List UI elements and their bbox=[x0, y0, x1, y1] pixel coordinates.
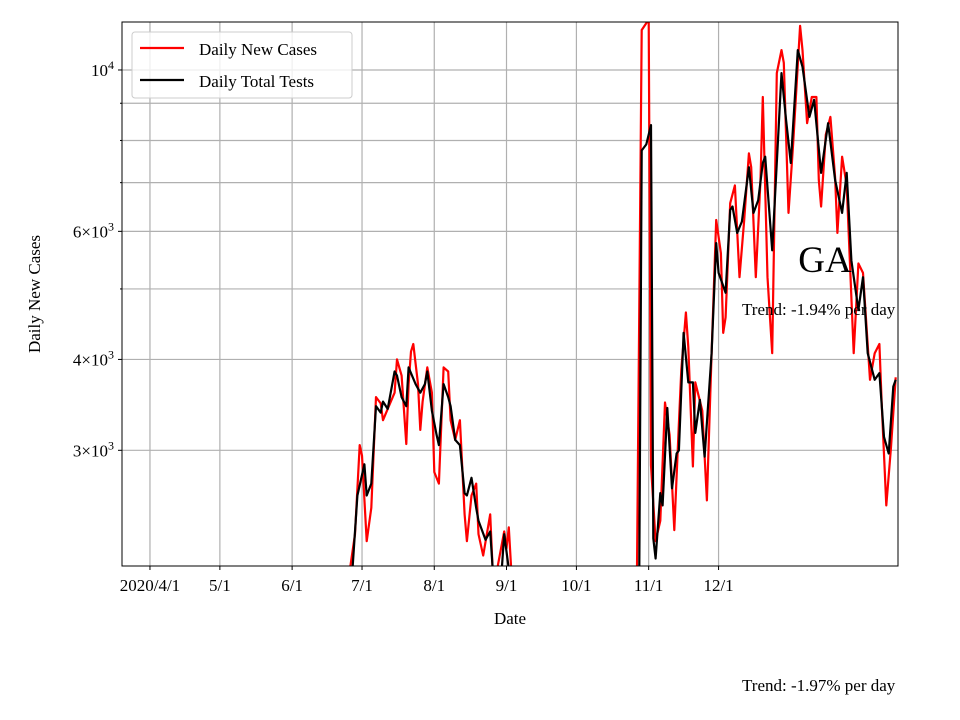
y-tick-label: 104 bbox=[91, 58, 114, 80]
y-tick-base: 3×10 bbox=[73, 441, 108, 460]
x-tick-label: 10/1 bbox=[561, 576, 591, 595]
series-line-daily-total-tests bbox=[349, 48, 897, 566]
y-tick-base: 6×10 bbox=[73, 222, 108, 241]
x-tick-label: 5/1 bbox=[209, 576, 231, 595]
legend-label-tests: Daily Total Tests bbox=[199, 72, 314, 91]
y-tick-label: 3×103 bbox=[73, 438, 114, 460]
series-group bbox=[348, 22, 897, 566]
x-axis: 2020/4/1 5/1 6/1 7/1 8/1 9/1 10/1 11/1 12/1 bbox=[120, 566, 734, 595]
y-tick-exponent: 3 bbox=[108, 347, 114, 361]
trend-outer-label: Trend: -1.97% per day bbox=[742, 676, 896, 695]
y-tick-base: 4×10 bbox=[73, 350, 108, 369]
y-tick-exponent: 3 bbox=[108, 438, 114, 452]
x-tick-label: 8/1 bbox=[423, 576, 445, 595]
legend-label-cases: Daily New Cases bbox=[199, 40, 317, 59]
x-tick-label: 11/1 bbox=[634, 576, 664, 595]
y-axis-label: Daily New Cases bbox=[25, 235, 44, 353]
legend: Daily New Cases Daily Total Tests bbox=[131, 31, 353, 99]
y-tick-exponent: 3 bbox=[108, 219, 114, 233]
y-tick-label: 6×103 bbox=[73, 219, 114, 241]
x-tick-label: 7/1 bbox=[351, 576, 373, 595]
x-tick-label: 12/1 bbox=[703, 576, 733, 595]
x-tick-label: 2020/4/1 bbox=[120, 576, 180, 595]
x-axis-label: Date bbox=[494, 609, 526, 628]
y-tick-label: 4×103 bbox=[73, 347, 114, 369]
x-tick-label: 6/1 bbox=[281, 576, 303, 595]
y-tick-exponent: 4 bbox=[108, 58, 114, 72]
state-label: GA bbox=[798, 240, 852, 281]
y-tick-base: 10 bbox=[91, 61, 108, 80]
x-tick-label: 9/1 bbox=[496, 576, 518, 595]
legend-box bbox=[131, 31, 353, 99]
grid bbox=[122, 22, 898, 566]
plot-frame bbox=[121, 21, 899, 567]
trend-inner-label: Trend: -1.94% per day bbox=[742, 300, 896, 319]
